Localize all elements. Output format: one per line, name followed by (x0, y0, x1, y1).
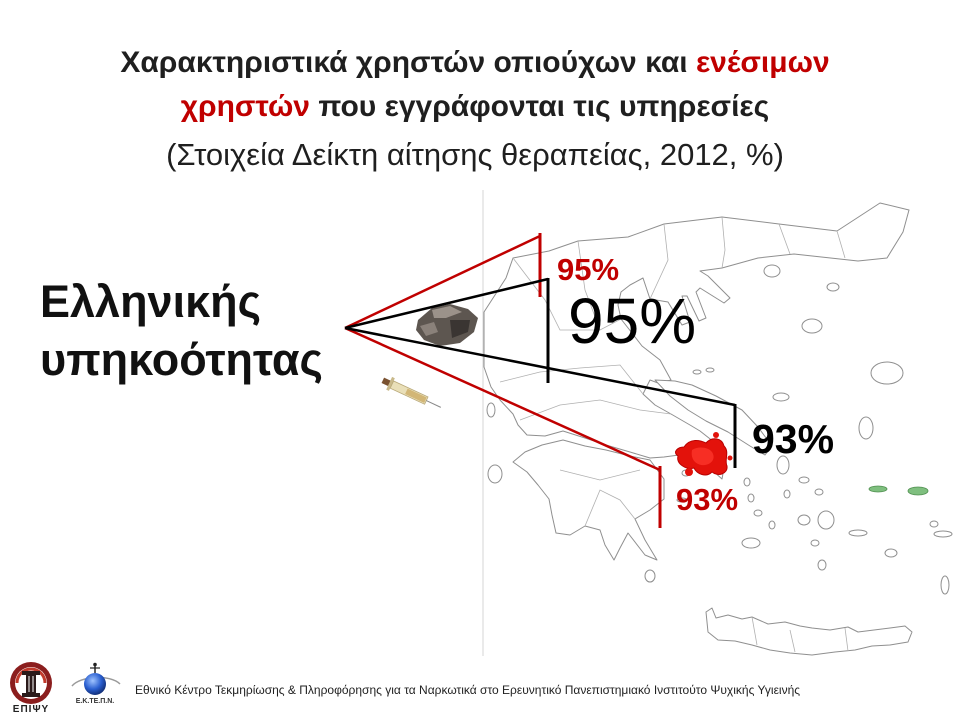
value-black-lower: 93% (752, 416, 835, 462)
slide-title-line-2: χρηστών που εγγράφονται τις υπηρεσίες (0, 89, 950, 125)
island (870, 361, 904, 385)
evia-outline (654, 379, 773, 456)
island (763, 264, 781, 278)
syringe-icon (381, 376, 442, 408)
island (741, 537, 761, 549)
black-line-lower (344, 326, 736, 407)
attica-red-spot (685, 468, 693, 476)
island (801, 318, 823, 334)
region-boundary (778, 223, 791, 255)
region-boundary (836, 230, 846, 259)
black-line-upper (344, 277, 549, 330)
slide-subtitle: (Στοιχεία Δείκτη αίτησης θεραπείας, 2012… (166, 137, 784, 172)
region-boundary (559, 469, 641, 481)
attica-red-spot (713, 432, 719, 438)
rock-highlight (420, 322, 438, 336)
attica-red-spot (727, 455, 733, 461)
island (644, 569, 656, 583)
island (705, 367, 715, 373)
region-boundary (751, 616, 758, 646)
island (933, 530, 953, 538)
red-line-lower (344, 326, 661, 472)
island (776, 455, 790, 475)
island (884, 548, 898, 558)
figure-head-icon (93, 662, 97, 667)
map-outlines (483, 202, 953, 656)
region-boundary (584, 489, 636, 527)
rock-highlight (432, 306, 462, 318)
island (798, 476, 810, 484)
island (747, 493, 755, 503)
crete-outline (705, 607, 913, 656)
island (814, 488, 824, 496)
syringe-needle (426, 400, 442, 408)
column-capital-icon (22, 671, 40, 675)
region-boundary (721, 216, 726, 269)
region-boundary (512, 257, 622, 331)
region-boundary (499, 364, 644, 395)
value-black-upper: 95% (568, 285, 697, 357)
rock-body (416, 304, 478, 346)
category-label-line-2: υπηκοότητας (40, 334, 323, 385)
title-highlight: χρηστών (180, 90, 310, 123)
island (858, 416, 874, 440)
value-red-lower: 93% (676, 482, 739, 517)
syringe-liquid (405, 388, 427, 403)
island (848, 529, 868, 537)
attica-highlight (675, 432, 733, 476)
island (826, 282, 840, 292)
island (753, 509, 763, 517)
region-boundary (519, 399, 672, 421)
island (810, 539, 820, 547)
island (692, 369, 702, 375)
footer-institution: Εθνικό Κέντρο Τεκμηρίωσης & Πληροφόρησης… (135, 683, 801, 697)
column-shaft-icon (26, 675, 36, 693)
region-boundary (844, 627, 849, 652)
island (676, 497, 688, 503)
syringe-flange (386, 376, 395, 391)
value-red-upper: 95% (557, 252, 620, 287)
island (797, 514, 811, 526)
island (783, 489, 791, 499)
globe-icon (84, 673, 106, 695)
island (868, 485, 888, 493)
peloponnese-outline (512, 439, 665, 561)
island (817, 510, 835, 530)
mainland-outline (483, 202, 910, 480)
attica-red-area-light (691, 447, 714, 466)
title-text: που εγγράφονται τις υπηρεσίες (318, 90, 770, 123)
island (929, 520, 939, 528)
title-highlight: ενέσιμων (695, 46, 830, 79)
island (768, 520, 776, 530)
logo-arc (15, 667, 47, 684)
category-label-line-1: Ελληνικής (40, 276, 262, 327)
red-line-upper (344, 234, 541, 330)
title-text: Χαρακτηριστικά χρηστών οπιούχων και (120, 46, 688, 79)
highlighted-islands (868, 485, 929, 496)
category-label: Ελληνικής υπηκοότητας (40, 273, 323, 389)
island (487, 464, 503, 484)
region-boundary (577, 240, 601, 331)
region-boundary (789, 629, 796, 653)
ektepn-logo-text: Ε.Κ.ΤΕ.Π.Ν. (75, 698, 115, 705)
heroin-rock-icon (416, 304, 478, 346)
ektepn-logo (71, 662, 121, 695)
region-boundaries (499, 216, 849, 653)
island (772, 392, 790, 402)
epipsy-logo (10, 662, 52, 704)
island (817, 559, 827, 571)
region-boundary (649, 223, 669, 300)
slide-title-line-1: Χαρακτηριστικά χρηστών οπιούχων και ενέσ… (0, 45, 950, 81)
column-base-icon (22, 693, 40, 697)
island (743, 477, 751, 487)
island (486, 402, 496, 418)
island (940, 575, 950, 595)
rock-shadow (450, 320, 470, 338)
island (907, 486, 929, 496)
epipsy-logo-text: ΕΠΙΨΥ (12, 704, 50, 715)
